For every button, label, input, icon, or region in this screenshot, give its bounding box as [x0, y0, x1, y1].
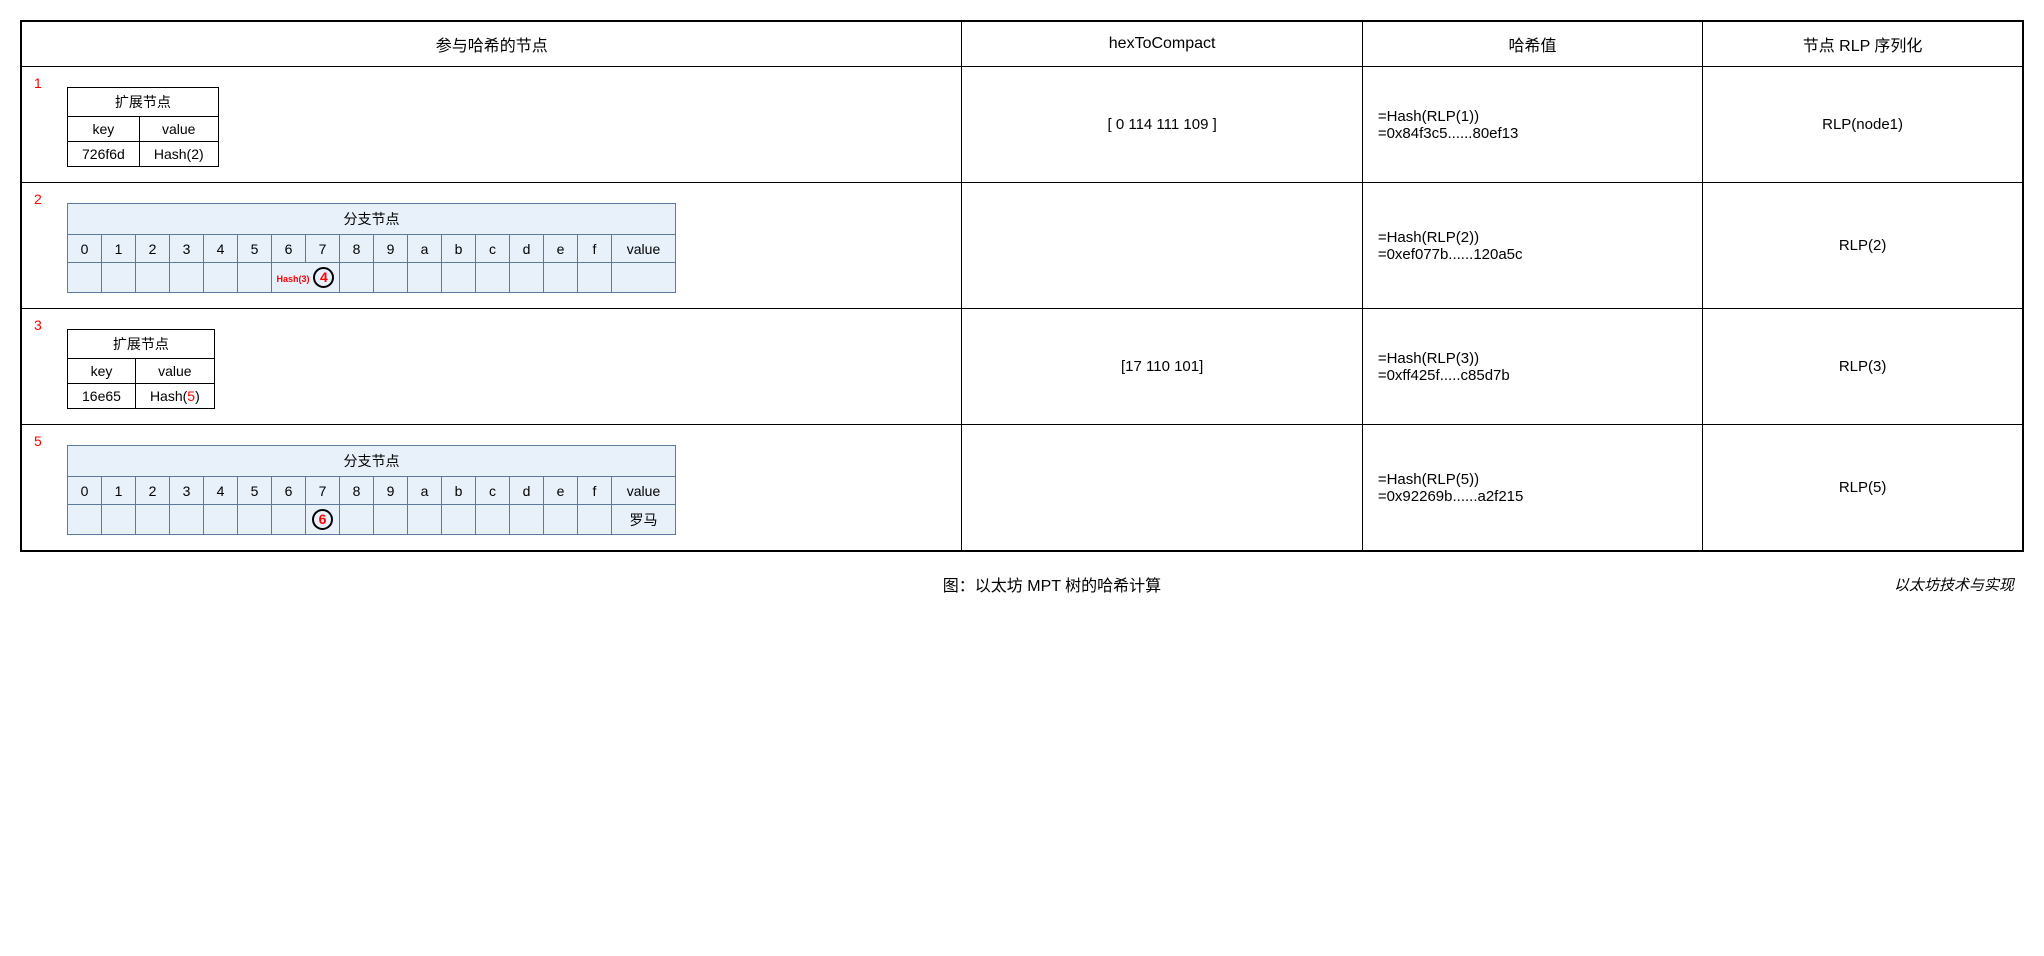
table-row: 3 扩展节点 key value 16e65 Hash(5) — [21, 309, 2023, 425]
branch-node: 分支节点 0123 4567 89ab cdef value Hash(3) 4 — [67, 203, 676, 293]
hash-value: =Hash(RLP(3)) =0xff425f.....c85d7b — [1362, 309, 1702, 425]
branch-title: 分支节点 — [68, 204, 676, 235]
header-hex: hexToCompact — [962, 21, 1362, 67]
ext-value-label: value — [139, 117, 218, 142]
header-rlp: 节点 RLP 序列化 — [1703, 21, 2023, 67]
branch-title: 分支节点 — [68, 446, 676, 477]
hex-value: [17 110 101] — [962, 309, 1362, 425]
hash-value: =Hash(RLP(5)) =0x92269b......a2f215 — [1362, 425, 1702, 552]
hex-value — [962, 183, 1362, 309]
caption-row: 图：以太坊 MPT 树的哈希计算 以太坊技术与实现 — [20, 572, 2024, 596]
table-row: 5 分支节点 0123 4567 89ab cdef value — [21, 425, 2023, 552]
table-row: 2 分支节点 0123 4567 89ab cdef value — [21, 183, 2023, 309]
rlp-value: RLP(node1) — [1703, 67, 2023, 183]
hash-value: =Hash(RLP(2)) =0xef077b......120a5c — [1362, 183, 1702, 309]
row-number: 2 — [34, 191, 42, 207]
table-row: 1 扩展节点 key value 726f6d Hash(2) — [21, 67, 2023, 183]
extension-node: 扩展节点 key value 16e65 Hash(5) — [67, 329, 215, 409]
header-node: 参与哈希的节点 — [21, 21, 962, 67]
hex-value — [962, 425, 1362, 552]
branch-cell-7: 6 — [306, 505, 340, 535]
ext-value: Hash(5) — [135, 384, 214, 409]
ext-value: Hash(2) — [139, 142, 218, 167]
hash-value: =Hash(RLP(1)) =0x84f3c5......80ef13 — [1362, 67, 1702, 183]
ext-title: 扩展节点 — [68, 88, 219, 117]
rlp-value: RLP(5) — [1703, 425, 2023, 552]
rlp-value: RLP(2) — [1703, 183, 2023, 309]
branch-header-row: 0123 4567 89ab cdef value — [68, 235, 676, 263]
branch-data-row: Hash(3) 4 — [68, 263, 676, 293]
branch-header-row: 0123 4567 89ab cdef value — [68, 477, 676, 505]
header-hash: 哈希值 — [1362, 21, 1702, 67]
figure-caption: 图：以太坊 MPT 树的哈希计算 — [210, 572, 1894, 596]
ext-value-label: value — [135, 359, 214, 384]
branch-value-cell: 罗马 — [612, 505, 676, 535]
branch-node: 分支节点 0123 4567 89ab cdef value 6 — [67, 445, 676, 535]
row-number: 5 — [34, 433, 42, 449]
rlp-value: RLP(3) — [1703, 309, 2023, 425]
branch-value-cell — [612, 263, 676, 293]
ext-key: 726f6d — [68, 142, 140, 167]
row-number: 1 — [34, 75, 42, 91]
hex-value: [ 0 114 111 109 ] — [962, 67, 1362, 183]
ext-title: 扩展节点 — [68, 330, 215, 359]
circled-ref: 6 — [312, 509, 333, 530]
mpt-hash-table: 参与哈希的节点 hexToCompact 哈希值 节点 RLP 序列化 1 扩展… — [20, 20, 2024, 552]
ext-key: 16e65 — [68, 384, 136, 409]
extension-node: 扩展节点 key value 726f6d Hash(2) — [67, 87, 219, 167]
ext-key-label: key — [68, 359, 136, 384]
branch-cell-6-7: Hash(3) 4 — [272, 263, 340, 293]
branch-data-row: 6 罗马 — [68, 505, 676, 535]
row-number: 3 — [34, 317, 42, 333]
circled-ref: 4 — [313, 267, 334, 288]
figure-credit: 以太坊技术与实现 — [1894, 574, 2014, 595]
ext-key-label: key — [68, 117, 140, 142]
